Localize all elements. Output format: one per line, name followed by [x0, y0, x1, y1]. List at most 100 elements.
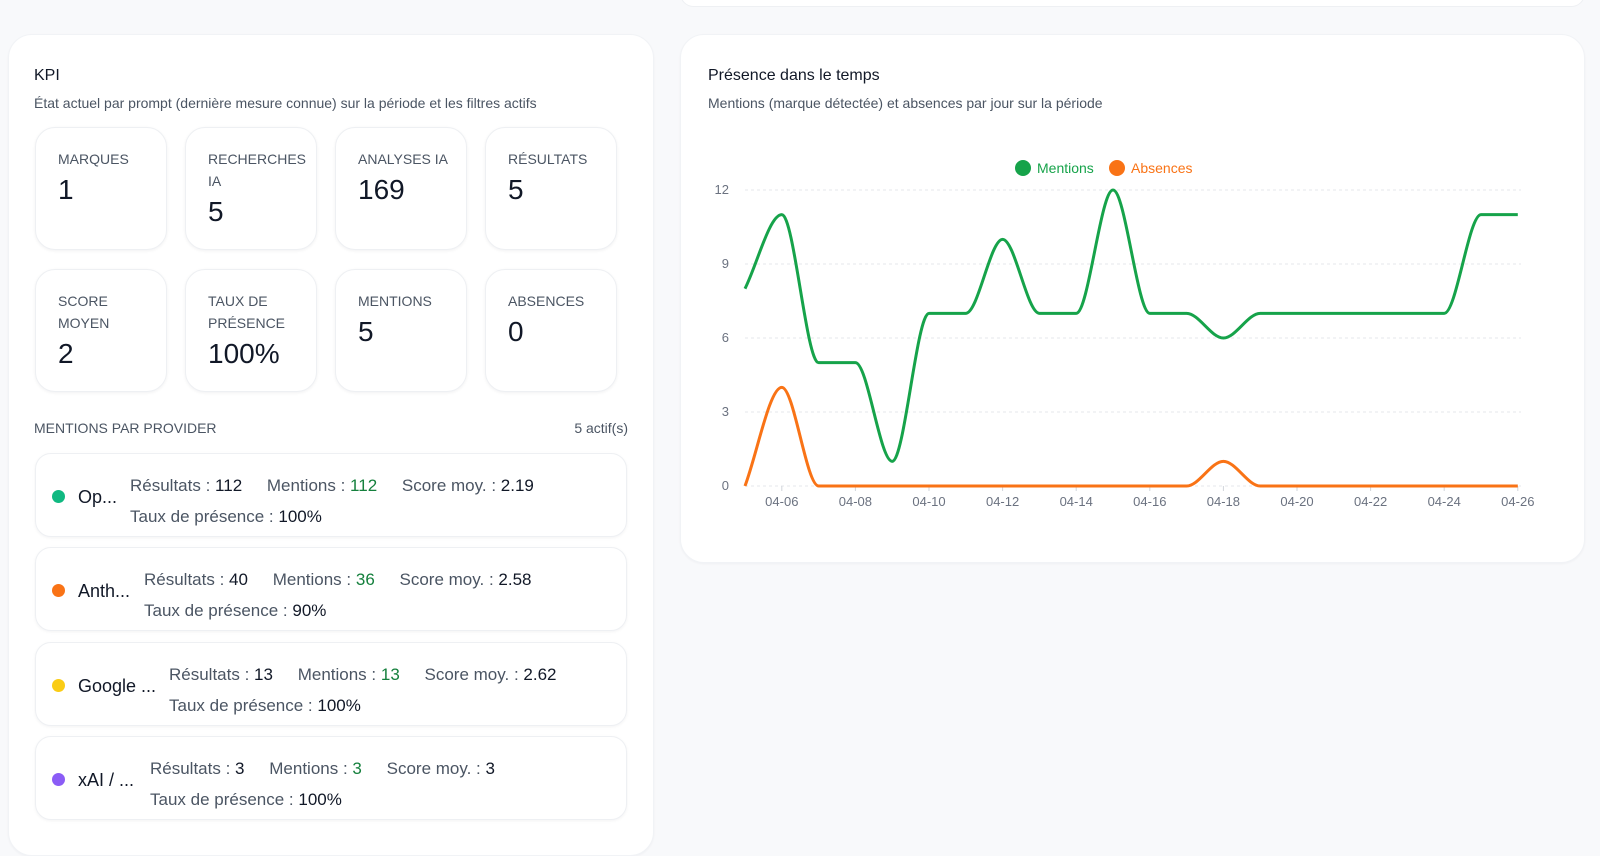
kpi-tile-analyses: ANALYSES IA 169	[335, 127, 467, 250]
provider-name: Op...	[78, 487, 118, 507]
results-label: Résultats :	[144, 570, 230, 589]
kpi-tile-label: ABSENCES	[508, 293, 585, 309]
score-value: 2.58	[498, 570, 532, 589]
top-card-edge	[680, 0, 1585, 7]
presence-label: Taux de présence :	[169, 696, 318, 715]
legend-swatch-absences	[1109, 160, 1125, 176]
providers-active-count: 5 actif(s)	[574, 420, 628, 436]
kpi-tile-label: MARQUES	[58, 151, 129, 167]
x-tick-label: 04-22	[1354, 494, 1387, 509]
kpi-tile-label: RECHERCHES IA	[208, 151, 307, 189]
kpi-tile-value: 2	[58, 338, 74, 369]
chart-series	[743, 188, 1518, 488]
mentions-value: 112	[350, 476, 378, 495]
kpi-card: KPI État actuel par prompt (dernière mes…	[8, 34, 654, 856]
x-tick-label: 04-24	[1428, 494, 1461, 509]
kpi-tile-label: RÉSULTATS	[508, 151, 588, 167]
provider-row-google[interactable]: Google ... Résultats : 13 Mentions : 13 …	[35, 642, 627, 726]
x-tick-label: 04-26	[1501, 494, 1534, 509]
legend-swatch-mentions	[1015, 160, 1031, 176]
mentions-value: 3	[352, 759, 362, 778]
presence-label: Taux de présence :	[130, 507, 279, 526]
x-tick-label: 04-16	[1133, 494, 1166, 509]
chart-card: Présence dans le temps Mentions (marque …	[680, 34, 1585, 563]
kpi-tile-score: SCORE MOYEN 2	[35, 269, 167, 392]
kpi-tile-absences: ABSENCES 0	[485, 269, 617, 392]
kpi-tile-value: 5	[208, 196, 224, 227]
kpi-tile-label: TAUX DE PRÉSENCE	[208, 293, 286, 331]
results-label: Résultats :	[150, 759, 236, 778]
chart-legend[interactable]: Mentions Absences	[1015, 160, 1192, 176]
score-value: 2.19	[500, 476, 534, 495]
score-label: Score moy. :	[424, 665, 524, 684]
x-tick-label: 04-20	[1280, 494, 1313, 509]
mentions-value: 36	[355, 570, 375, 589]
series-line-mentions	[743, 188, 1518, 463]
score-label: Score moy. :	[386, 759, 486, 778]
mentions-label: Mentions :	[266, 476, 351, 495]
x-tick-label: 04-14	[1060, 494, 1093, 509]
y-tick-label: 6	[722, 330, 729, 345]
mentions-label: Mentions :	[272, 570, 356, 589]
series-line-absences	[743, 385, 1518, 488]
kpi-tile-value: 100%	[208, 338, 280, 369]
x-axis-ticks: 04-06 04-08 04-10 04-12 04-14 04-16 04-18 04-20…	[765, 486, 1534, 509]
mentions-label: Mentions :	[297, 665, 381, 684]
x-tick-label: 04-18	[1207, 494, 1240, 509]
legend-label-absences: Absences	[1131, 160, 1192, 176]
mentions-label: Mentions :	[269, 759, 353, 778]
kpi-tile-resultats: RÉSULTATS 5	[485, 127, 617, 250]
provider-name: Google ...	[78, 676, 157, 696]
kpi-tile-value: 5	[508, 174, 524, 205]
score-label: Score moy. :	[401, 476, 501, 495]
provider-stats: Résultats : 3 Mentions : 3 Score moy. : …	[150, 753, 515, 815]
kpi-tile-value: 5	[358, 316, 374, 347]
provider-name: Anth...	[78, 581, 131, 601]
presence-value: 100%	[278, 507, 322, 526]
kpi-tile-label: SCORE MOYEN	[58, 293, 110, 331]
provider-color-dot	[52, 584, 65, 597]
chart-subtitle: Mentions (marque détectée) et absences p…	[708, 95, 1103, 111]
kpi-subtitle: État actuel par prompt (dernière mesure …	[34, 95, 537, 111]
x-tick-label: 04-06	[765, 494, 798, 509]
provider-row-xai[interactable]: xAI / ... Résultats : 3 Mentions : 3 Sco…	[35, 736, 627, 820]
presence-value: 90%	[292, 601, 327, 620]
x-tick-label: 04-12	[986, 494, 1019, 509]
provider-color-dot	[52, 773, 65, 786]
provider-color-dot	[52, 490, 65, 503]
y-tick-label: 12	[715, 182, 729, 197]
provider-row-anthropic[interactable]: Anth... Résultats : 40 Mentions : 36 Sco…	[35, 547, 627, 631]
kpi-tile-value: 0	[508, 316, 524, 347]
results-value: 13	[254, 665, 273, 684]
presence-value: 100%	[317, 696, 361, 715]
kpi-title: KPI	[34, 67, 60, 84]
chart-title: Présence dans le temps	[708, 67, 880, 84]
presence-label: Taux de présence :	[144, 601, 293, 620]
results-value: 3	[235, 759, 245, 778]
y-tick-label: 9	[722, 256, 729, 271]
provider-stats: Résultats : 13 Mentions : 13 Score moy. …	[169, 659, 577, 721]
results-value: 40	[229, 570, 248, 589]
presence-value: 100%	[298, 790, 342, 809]
providers-section-label: MENTIONS PAR PROVIDER	[34, 420, 217, 436]
x-tick-label: 04-10	[912, 494, 945, 509]
kpi-tile-value: 1	[58, 174, 74, 205]
provider-stats: Résultats : 112 Mentions : 112 Score moy…	[130, 470, 554, 532]
provider-name: xAI / ...	[78, 770, 135, 790]
provider-color-dot	[52, 679, 65, 692]
mentions-value: 13	[380, 665, 400, 684]
provider-stats: Résultats : 40 Mentions : 36 Score moy. …	[144, 564, 552, 626]
y-tick-label: 3	[722, 404, 729, 419]
chart-grid	[745, 189, 1521, 487]
kpi-tile-value: 169	[358, 174, 405, 205]
presence-label: Taux de présence :	[150, 790, 299, 809]
results-value: 112	[215, 476, 243, 495]
score-value: 3	[485, 759, 495, 778]
provider-row-openai[interactable]: Op... Résultats : 112 Mentions : 112 Sco…	[35, 453, 627, 537]
kpi-tile-mentions: MENTIONS 5	[335, 269, 467, 392]
score-label: Score moy. :	[399, 570, 499, 589]
results-label: Résultats :	[130, 476, 216, 495]
legend-label-mentions: Mentions	[1037, 160, 1094, 176]
y-axis-ticks: 0 3 6 9 12	[715, 182, 729, 493]
